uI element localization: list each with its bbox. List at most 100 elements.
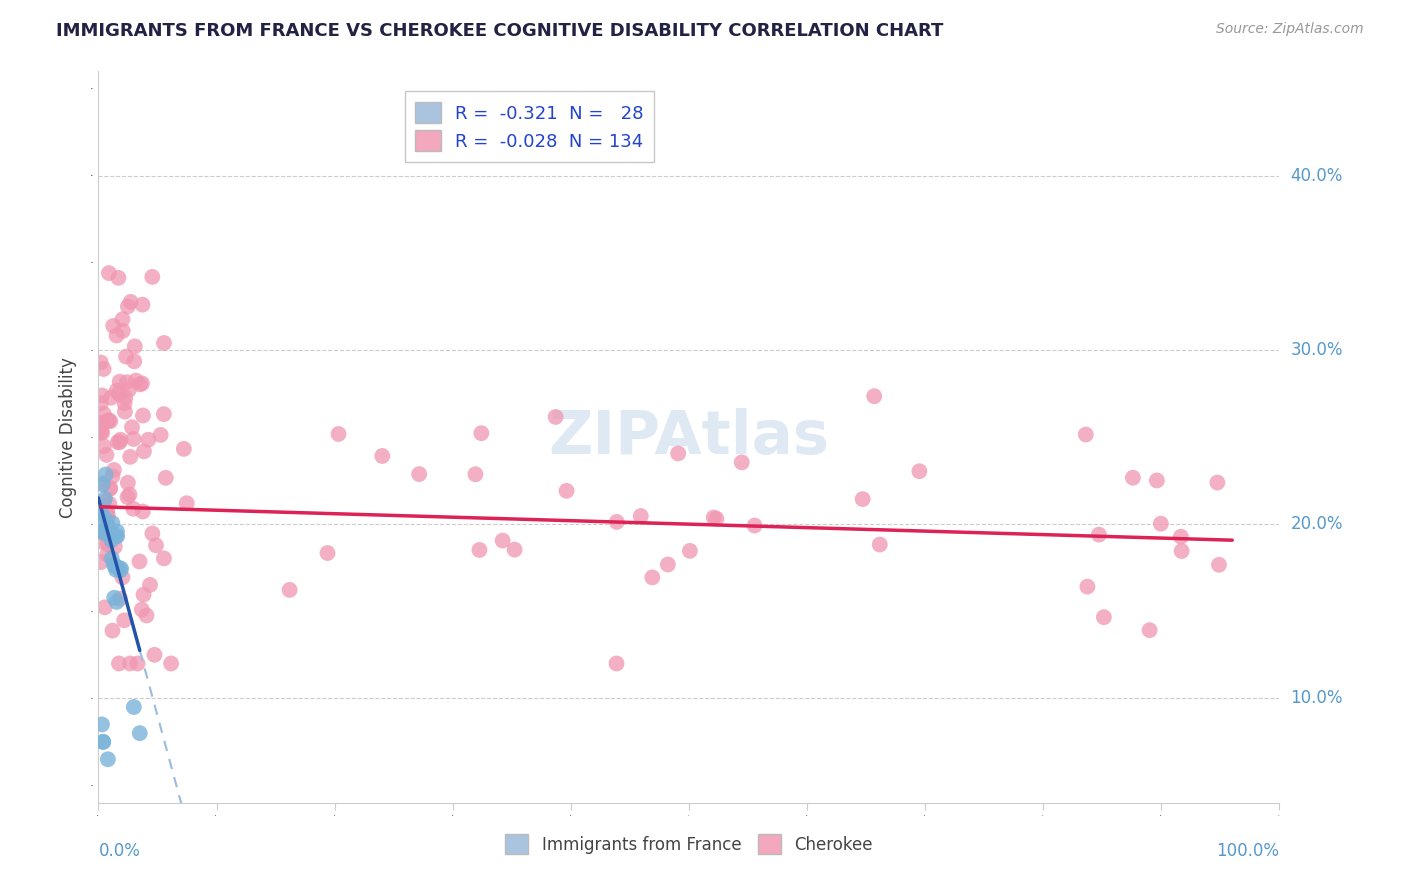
Text: 30.0%: 30.0%: [1291, 341, 1343, 359]
Point: [107, 560, 129, 574]
Point: [1088, 527, 1111, 541]
Point: [97, 537, 120, 551]
Text: 20.0%: 20.0%: [1291, 516, 1343, 533]
Point: [131, 602, 153, 616]
Point: [1122, 471, 1144, 485]
Text: ZIPAtlas: ZIPAtlas: [548, 408, 830, 467]
Point: [105, 524, 128, 539]
Point: [111, 324, 134, 338]
Text: 0.0%: 0.0%: [98, 842, 141, 860]
Point: [141, 269, 163, 284]
Point: [97, 752, 120, 766]
Point: [90, 524, 112, 538]
Point: [731, 455, 754, 469]
Point: [96, 448, 118, 462]
Point: [630, 508, 652, 523]
Point: [97, 510, 120, 524]
Point: [491, 533, 513, 548]
Point: [108, 591, 131, 606]
Point: [155, 471, 177, 485]
Point: [107, 270, 129, 285]
Point: [103, 463, 125, 477]
Point: [908, 464, 931, 478]
Point: [160, 657, 183, 671]
Point: [132, 409, 155, 423]
Point: [101, 624, 124, 638]
Point: [124, 354, 146, 368]
Point: [90, 506, 112, 520]
Point: [90, 419, 112, 434]
Point: [138, 433, 160, 447]
Point: [606, 515, 628, 529]
Point: [121, 420, 143, 434]
Point: [131, 298, 153, 312]
Point: [141, 526, 163, 541]
Point: [93, 526, 115, 541]
Point: [104, 563, 127, 577]
Point: [110, 561, 132, 575]
Point: [93, 476, 115, 491]
Point: [103, 591, 125, 605]
Point: [371, 449, 394, 463]
Point: [98, 414, 121, 428]
Point: [110, 563, 132, 577]
Point: [115, 376, 138, 390]
Point: [132, 444, 155, 458]
Point: [97, 266, 120, 280]
Point: [105, 529, 128, 543]
Point: [124, 339, 146, 353]
Point: [122, 501, 145, 516]
Point: [464, 467, 486, 482]
Point: [744, 518, 766, 533]
Point: [153, 336, 176, 351]
Point: [98, 481, 121, 495]
Point: [122, 700, 145, 714]
Point: [606, 657, 628, 671]
Point: [706, 512, 728, 526]
Point: [1170, 544, 1192, 558]
Point: [328, 427, 350, 442]
Point: [118, 383, 141, 397]
Point: [129, 377, 152, 392]
Point: [90, 396, 112, 410]
Y-axis label: Cognitive Disability: Cognitive Disability: [59, 357, 76, 517]
Point: [111, 570, 134, 584]
Point: [91, 416, 114, 430]
Point: [132, 588, 155, 602]
Legend: Immigrants from France, Cherokee: Immigrants from France, Cherokee: [498, 828, 880, 860]
Point: [131, 376, 153, 391]
Point: [869, 537, 891, 551]
Text: IMMIGRANTS FROM FRANCE VS CHEROKEE COGNITIVE DISABILITY CORRELATION CHART: IMMIGRANTS FROM FRANCE VS CHEROKEE COGNI…: [56, 22, 943, 40]
Point: [100, 551, 122, 566]
Point: [114, 404, 136, 418]
Point: [90, 355, 112, 369]
Point: [96, 518, 118, 533]
Point: [90, 425, 112, 440]
Point: [1146, 474, 1168, 488]
Point: [96, 547, 118, 561]
Text: 40.0%: 40.0%: [1291, 167, 1343, 185]
Point: [105, 328, 128, 343]
Point: [100, 391, 122, 405]
Point: [110, 433, 132, 447]
Point: [94, 491, 117, 506]
Point: [1076, 580, 1098, 594]
Point: [90, 424, 112, 438]
Point: [107, 435, 129, 450]
Point: [93, 511, 115, 525]
Point: [101, 516, 124, 530]
Point: [470, 426, 492, 441]
Point: [103, 558, 125, 572]
Point: [118, 487, 141, 501]
Point: [122, 432, 145, 446]
Point: [1206, 475, 1229, 490]
Point: [153, 551, 176, 566]
Point: [93, 407, 115, 421]
Point: [1150, 516, 1173, 531]
Point: [1170, 530, 1192, 544]
Point: [103, 318, 125, 333]
Point: [114, 396, 136, 410]
Point: [120, 657, 142, 671]
Point: [555, 483, 578, 498]
Point: [90, 534, 112, 549]
